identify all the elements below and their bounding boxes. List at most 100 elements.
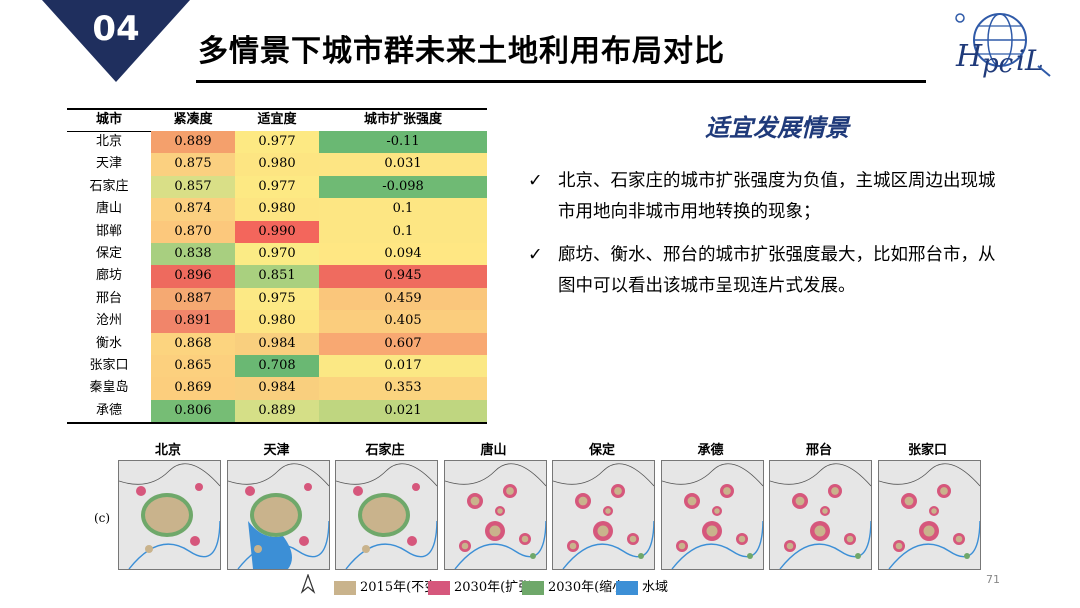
bullet-list: ✓ 北京、石家庄的城市扩张强度为负值，主城区周边出现城市用地向非城市用地转换的现…	[528, 166, 1008, 314]
cell-expand: 0.353	[319, 377, 487, 400]
table-row: 保定 0.838 0.970 0.094	[67, 243, 487, 266]
cell-city: 保定	[95, 246, 122, 262]
cell-suit: 0.980	[235, 310, 319, 333]
land-use-maps: (c) 北京 天津 石家庄 唐山 保定 承德 邢台 张家口 2015年(不变) 2030年(扩张…	[0, 436, 1080, 608]
cell-city: 衡水	[95, 335, 122, 351]
cell-city: 邢台	[95, 290, 122, 306]
cell-compact: 0.868	[151, 332, 235, 356]
scenario-title: 适宜发展情景	[705, 114, 849, 142]
legend-swatch	[428, 580, 450, 595]
table-row: 邢台 0.887 0.975 0.459	[67, 287, 487, 311]
cell-city: 秦皇岛	[89, 380, 129, 396]
cell-compact: 0.865	[151, 355, 235, 378]
table-row: 沧州 0.891 0.980 0.405	[67, 310, 487, 333]
legend-label: 2030年(缩小)	[548, 580, 631, 595]
cell-expand: 0.031	[319, 153, 487, 176]
cell-suit: 0.851	[235, 265, 319, 288]
cell-compact: 0.891	[151, 310, 235, 333]
slide-number: 04	[92, 9, 139, 49]
city-map-panel	[335, 460, 438, 570]
table-row: 天津 0.875 0.980 0.031	[67, 153, 487, 176]
city-map-panel	[552, 460, 655, 570]
cell-city: 张家口	[89, 358, 129, 374]
cell-suit: 0.990	[235, 220, 319, 244]
map-city-label: 邢台	[805, 443, 832, 458]
svg-text:iL: iL	[1016, 44, 1044, 77]
table-row: 石家庄 0.857 0.977 -0.098	[67, 175, 487, 199]
city-metrics-table: 城市 紧凑度 适宜度 城市扩张强度 北京 0.889 0.977 -0.11 天津 0.8…	[67, 109, 487, 423]
legend-item: 2030年(扩张)	[428, 576, 536, 595]
cell-suit: 0.977	[235, 175, 319, 199]
cell-compact: 0.874	[151, 198, 235, 221]
table-row: 唐山 0.874 0.980 0.1	[67, 198, 487, 221]
cell-suit: 0.984	[235, 377, 319, 400]
cell-city: 沧州	[95, 313, 122, 329]
legend-swatch	[334, 580, 356, 595]
map-city-label: 唐山	[480, 443, 507, 458]
cell-suit: 0.980	[235, 198, 319, 221]
cell-compact: 0.870	[151, 220, 235, 244]
cell-expand: 0.459	[319, 287, 487, 311]
legend-label: 2030年(扩张)	[454, 580, 537, 595]
cell-expand: 0.607	[319, 332, 487, 356]
cell-expand: -0.098	[319, 175, 487, 199]
cell-suit: 0.708	[235, 355, 319, 378]
header-city: 城市	[95, 112, 122, 127]
header-compact: 紧凑度	[173, 112, 213, 127]
legend-swatch	[616, 580, 638, 595]
north-arrow-icon	[300, 574, 316, 594]
header-expand: 城市扩张强度	[363, 112, 442, 127]
header-suit: 适宜度	[257, 112, 297, 127]
bullet-item: ✓ 北京、石家庄的城市扩张强度为负值，主城区周边出现城市用地向非城市用地转换的现…	[528, 166, 1008, 228]
cell-compact: 0.869	[151, 377, 235, 400]
cell-expand: 0.405	[319, 310, 487, 333]
hpcil-logo: H pc iL	[955, 13, 1051, 79]
check-icon: ✓	[528, 245, 543, 265]
cell-compact: 0.889	[151, 131, 235, 154]
map-city-label: 天津	[263, 443, 290, 458]
city-map-panel	[443, 460, 547, 570]
table-row: 承德 0.806 0.889 0.021	[67, 399, 487, 423]
table-row: 廊坊 0.896 0.851 0.945	[67, 265, 487, 288]
cell-compact: 0.857	[151, 175, 235, 199]
map-city-label: 张家口	[907, 443, 947, 458]
slide-number-badge: 04	[42, 0, 190, 82]
cell-suit: 0.984	[235, 332, 319, 356]
city-map-panel	[769, 460, 872, 570]
legend-item: 水域	[616, 576, 668, 595]
table-row: 邯郸 0.870 0.990 0.1	[67, 220, 487, 244]
cell-suit: 0.980	[235, 153, 319, 176]
cell-city: 北京	[95, 134, 122, 149]
table-row: 秦皇岛 0.869 0.984 0.353	[67, 377, 487, 400]
legend-item: 2030年(缩小)	[522, 576, 630, 595]
cell-city: 承德	[95, 402, 122, 418]
legend-label: 水域	[642, 580, 669, 595]
cell-compact: 0.887	[151, 287, 235, 311]
bullet-text: 廊坊、衡水、邢台的城市扩张强度最大，比如邢台市，从图中可以看出该城市呈现连片式发…	[558, 245, 996, 296]
cell-city: 天津	[95, 156, 122, 172]
bullet-text: 北京、石家庄的城市扩张强度为负值，主城区周边出现城市用地向非城市用地转换的现象；	[558, 171, 996, 222]
cell-expand: -0.11	[319, 131, 487, 154]
cell-city: 唐山	[95, 201, 122, 217]
city-map-panel	[118, 460, 221, 570]
panel-tag: (c)	[94, 511, 111, 525]
cell-expand: 0.1	[319, 198, 487, 221]
cell-expand: 0.1	[319, 220, 487, 244]
bullet-item: ✓ 廊坊、衡水、邢台的城市扩张强度最大，比如邢台市，从图中可以看出该城市呈现连片…	[528, 240, 1008, 302]
cell-suit: 0.970	[235, 243, 319, 266]
slide-title: 多情景下城市群未来土地利用布局对比	[198, 34, 725, 69]
cell-expand: 0.094	[319, 243, 487, 266]
cell-city: 石家庄	[89, 178, 129, 194]
city-map-panel	[226, 460, 330, 570]
title-divider	[196, 80, 926, 83]
cell-compact: 0.875	[151, 153, 235, 176]
cell-compact: 0.838	[151, 243, 235, 266]
cell-city: 廊坊	[95, 268, 122, 284]
map-city-label: 保定	[588, 443, 615, 458]
table-row: 北京 0.889 0.977 -0.11	[67, 131, 487, 154]
cell-city: 邯郸	[95, 223, 122, 239]
table-bottom-rule	[67, 422, 487, 424]
legend-item: 2015年(不变)	[334, 576, 442, 595]
legend-label: 2015年(不变)	[360, 580, 443, 595]
cell-suit: 0.975	[235, 287, 319, 311]
